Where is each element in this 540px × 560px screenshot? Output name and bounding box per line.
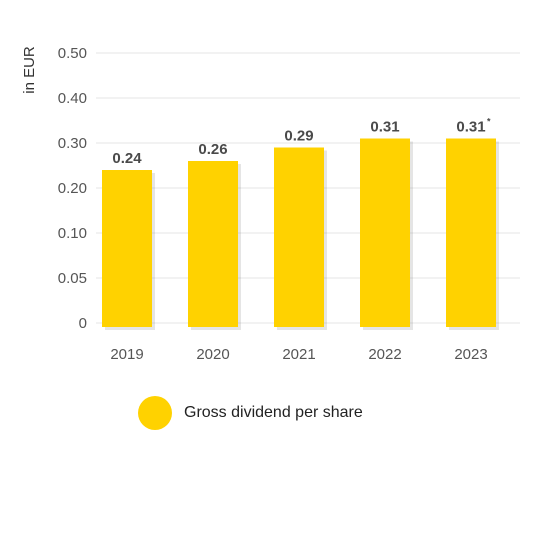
x-tick-label: 2022 bbox=[368, 346, 401, 363]
bar bbox=[274, 147, 324, 327]
y-tick-label: 0.50 bbox=[58, 45, 87, 62]
legend-label: Gross dividend per share bbox=[184, 404, 363, 421]
data-label-note: * bbox=[487, 117, 491, 127]
y-tick-label: 0 bbox=[79, 315, 87, 332]
y-axis-title: in EUR bbox=[21, 46, 38, 94]
bars bbox=[102, 138, 499, 330]
y-tick-label: 0.10 bbox=[58, 225, 87, 242]
bar bbox=[360, 138, 410, 327]
x-tick-label: 2020 bbox=[196, 346, 229, 363]
data-label: 0.31 bbox=[370, 119, 399, 136]
data-label: 0.24 bbox=[112, 150, 142, 167]
bar bbox=[102, 170, 152, 327]
y-tick-label: 0.40 bbox=[58, 90, 87, 107]
bar bbox=[188, 161, 238, 327]
x-tick-label: 2023 bbox=[454, 346, 487, 363]
y-tick-label: 0.30 bbox=[58, 135, 87, 152]
x-tick-label: 2021 bbox=[282, 346, 315, 363]
data-label: 0.31 bbox=[456, 119, 485, 136]
legend: Gross dividend per share bbox=[138, 396, 363, 430]
data-labels: 0.240.260.290.31 0.31 * bbox=[112, 117, 491, 168]
data-label: 0.29 bbox=[284, 128, 313, 145]
y-tick-label: 0.05 bbox=[58, 270, 87, 287]
bar bbox=[446, 138, 496, 327]
y-axis-ticks: 0 0.05 0.10 0.20 0.30 0.40 0.50 bbox=[58, 45, 87, 332]
y-tick-label: 0.20 bbox=[58, 180, 87, 197]
x-axis-ticks: 2019 2020 2021 2022 2023 bbox=[110, 346, 487, 363]
legend-swatch bbox=[138, 396, 172, 430]
x-tick-label: 2019 bbox=[110, 346, 143, 363]
data-label: 0.26 bbox=[198, 141, 227, 158]
bar-chart: 0 0.05 0.10 0.20 0.30 0.40 0.50 in EUR 0.24 0.2… bbox=[21, 45, 520, 363]
